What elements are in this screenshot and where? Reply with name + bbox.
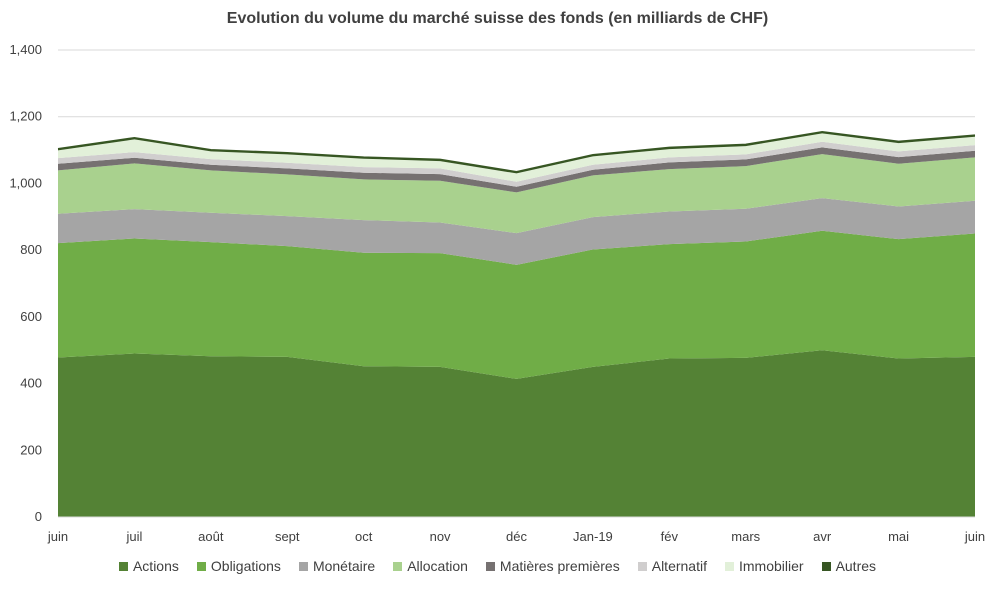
chart-title: Evolution du volume du marché suisse des… [226,10,769,27]
area-series-6 [58,133,975,182]
area-series-7 [58,131,975,174]
legend-swatch [821,561,831,571]
legend-label: Alternatif [651,558,707,574]
legend-item: Allocation [393,558,468,574]
legend-label: Autres [835,558,877,574]
legend-swatch [485,561,495,571]
x-tick-label: oct [355,529,373,544]
y-tick-label: 1,400 [9,42,42,57]
x-tick-label: Jan-19 [573,529,613,544]
x-tick-label: avr [813,529,832,544]
y-tick-label: 800 [20,242,42,257]
x-tick-label: juil [125,529,142,544]
legend-swatch [298,561,308,571]
legend-item: Actions [118,558,179,574]
legend-item: Obligations [196,558,281,574]
y-tick-label: 1,200 [9,109,42,124]
x-tick-label: juin [47,529,68,544]
x-tick-label: fév [661,529,679,544]
legend-item: Matières premières [485,558,620,574]
legend-label: Actions [132,558,179,574]
x-tick-label: sept [275,529,300,544]
x-tick-label: mai [888,529,909,544]
legend-label: Allocation [407,558,468,574]
y-tick-label: 200 [20,442,42,457]
legend-item: Alternatif [637,558,707,574]
x-tick-label: nov [430,529,451,544]
legend-label: Matières premières [499,558,620,574]
legend-item: Monétaire [298,558,376,574]
y-tick-label: 0 [35,509,42,524]
area-series-3 [58,154,975,234]
area-series-2 [58,198,975,265]
legend-swatch [196,561,206,571]
y-tick-label: 400 [20,376,42,391]
legend-swatch [393,561,403,571]
legend-swatch [637,561,647,571]
x-tick-label: août [198,529,224,544]
x-tick-label: mars [731,529,760,544]
legend-swatch [724,561,734,571]
legend-item: Immobilier [724,558,804,574]
x-tick-label: juin [964,529,985,544]
legend-label: Obligations [210,558,281,574]
legend-label: Monétaire [312,558,376,574]
legend-label: Immobilier [738,558,804,574]
legend-item: Autres [821,558,877,574]
area-series-4 [58,147,975,193]
area-series-1 [58,230,975,379]
area-series-5 [58,141,975,187]
area-top-edge [57,130,976,173]
area-series-0 [58,350,975,517]
y-tick-label: 600 [20,309,42,324]
y-tick-label: 1,000 [9,175,42,190]
chart-legend: Actions Obligations Monétaire Allocation Mat… [0,558,995,574]
legend-swatch [118,561,128,571]
x-tick-label: déc [506,529,527,544]
